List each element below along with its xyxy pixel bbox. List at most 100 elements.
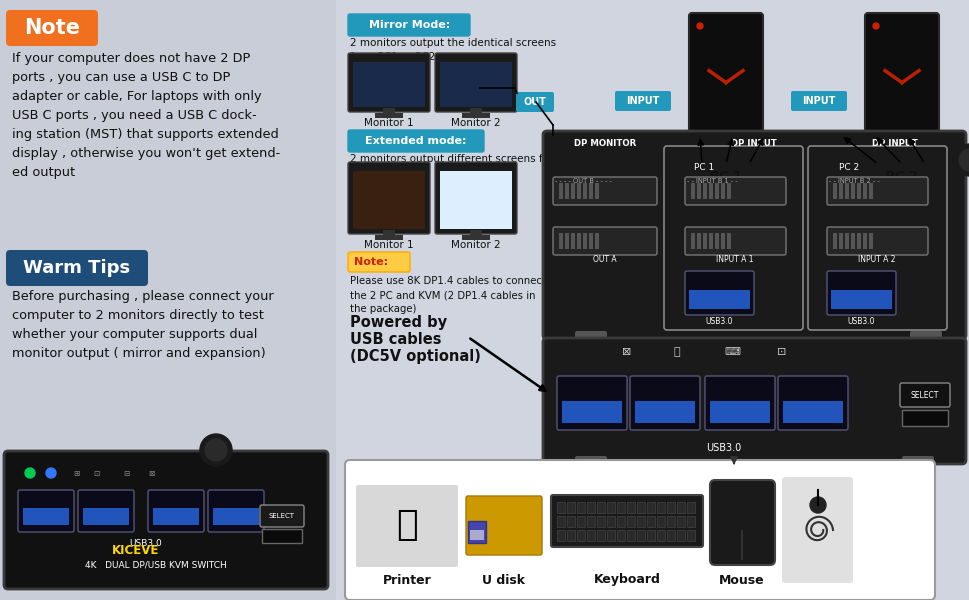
FancyBboxPatch shape (629, 376, 700, 430)
Bar (607, 516, 614, 527)
Bar (567, 502, 575, 513)
Text: USB3.0: USB3.0 (705, 443, 741, 453)
Bar (596, 516, 605, 527)
Text: OUT: OUT (523, 97, 546, 107)
Bar (868, 183, 872, 199)
FancyBboxPatch shape (148, 490, 203, 532)
Bar (213, 508, 259, 525)
Bar (383, 108, 394, 114)
Circle shape (46, 468, 56, 478)
Text: SELECT: SELECT (910, 391, 938, 400)
Bar (83, 508, 129, 525)
FancyBboxPatch shape (781, 477, 852, 583)
Text: U disk: U disk (482, 574, 525, 587)
Bar (607, 530, 614, 541)
Text: Powered by: Powered by (350, 315, 447, 330)
Text: Printer: Printer (382, 574, 431, 587)
Bar (577, 530, 584, 541)
Text: 4K   DUAL DP/USB KVM SWITCH: 4K DUAL DP/USB KVM SWITCH (85, 560, 227, 569)
Bar (708, 183, 712, 199)
Bar (850, 233, 854, 249)
Bar (556, 502, 564, 513)
Bar (901, 410, 947, 426)
Bar (676, 530, 684, 541)
FancyBboxPatch shape (704, 376, 774, 430)
FancyBboxPatch shape (345, 460, 934, 600)
Text: - - - - OUT B - - - -: - - - - OUT B - - - - (554, 178, 611, 184)
FancyBboxPatch shape (543, 131, 965, 339)
FancyBboxPatch shape (827, 227, 927, 255)
Text: - - INPUT B 2 - -: - - INPUT B 2 - - (828, 178, 879, 184)
FancyBboxPatch shape (348, 53, 429, 112)
Bar (709, 401, 769, 423)
FancyBboxPatch shape (709, 480, 774, 565)
Bar (470, 108, 482, 114)
Bar (588, 183, 592, 199)
Text: Note: Note (24, 18, 79, 38)
Text: Monitor 1: Monitor 1 (363, 240, 414, 250)
Text: ⊠: ⊠ (147, 469, 154, 478)
Bar (353, 171, 424, 229)
Bar (667, 516, 674, 527)
Circle shape (697, 23, 703, 29)
Bar (697, 233, 701, 249)
FancyBboxPatch shape (18, 490, 74, 532)
Bar (656, 530, 665, 541)
FancyBboxPatch shape (777, 376, 847, 430)
Text: (DC5V optional): (DC5V optional) (350, 349, 481, 364)
Bar (461, 235, 489, 240)
Text: Monitor 1: Monitor 1 (363, 118, 414, 128)
Bar (353, 62, 424, 107)
FancyBboxPatch shape (575, 331, 607, 345)
Text: If your computer does not have 2 DP: If your computer does not have 2 DP (12, 52, 250, 65)
FancyBboxPatch shape (575, 456, 607, 470)
Bar (830, 290, 891, 309)
Text: 2 monitors output the identical screens: 2 monitors output the identical screens (350, 38, 555, 48)
Bar (703, 233, 706, 249)
Bar (571, 233, 575, 249)
Circle shape (872, 23, 878, 29)
FancyBboxPatch shape (864, 13, 938, 167)
Text: Keyboard: Keyboard (593, 574, 660, 587)
Text: KICEVE: KICEVE (112, 544, 160, 557)
Bar (656, 516, 665, 527)
Text: from PC1 or PC2.: from PC1 or PC2. (350, 52, 438, 62)
Bar (740, 530, 742, 560)
Bar (667, 502, 674, 513)
Text: DP MONITOR: DP MONITOR (574, 139, 636, 148)
Bar (375, 235, 402, 240)
FancyBboxPatch shape (614, 91, 671, 111)
Text: Mirror Mode:: Mirror Mode: (369, 20, 451, 30)
Text: - - INPUT B 1 - -: - - INPUT B 1 - - (686, 178, 736, 184)
Text: USB3.0: USB3.0 (130, 539, 162, 547)
Bar (838, 183, 842, 199)
Text: whether your computer supports dual: whether your computer supports dual (12, 328, 257, 341)
FancyBboxPatch shape (207, 490, 264, 532)
Text: PC 2: PC 2 (838, 163, 859, 172)
Text: Warm Tips: Warm Tips (23, 259, 131, 277)
Circle shape (200, 434, 232, 466)
Bar (714, 233, 718, 249)
Bar (577, 183, 580, 199)
Bar (607, 502, 614, 513)
Text: INPUT: INPUT (801, 96, 835, 106)
Bar (567, 530, 575, 541)
Bar (561, 401, 621, 423)
Text: USB3.0: USB3.0 (704, 317, 732, 325)
Bar (850, 183, 854, 199)
Bar (782, 401, 842, 423)
Bar (720, 183, 724, 199)
Bar (676, 516, 684, 527)
Text: ing station (MST) that supports extended: ing station (MST) that supports extended (12, 128, 278, 141)
FancyBboxPatch shape (550, 495, 703, 547)
FancyBboxPatch shape (465, 496, 542, 555)
Text: ⊞: ⊞ (73, 469, 79, 478)
Text: PC 2: PC 2 (885, 169, 918, 182)
FancyBboxPatch shape (434, 53, 516, 112)
Bar (857, 233, 860, 249)
Bar (708, 233, 712, 249)
Bar (577, 502, 584, 513)
Bar (714, 183, 718, 199)
Bar (567, 516, 575, 527)
Bar (582, 183, 586, 199)
